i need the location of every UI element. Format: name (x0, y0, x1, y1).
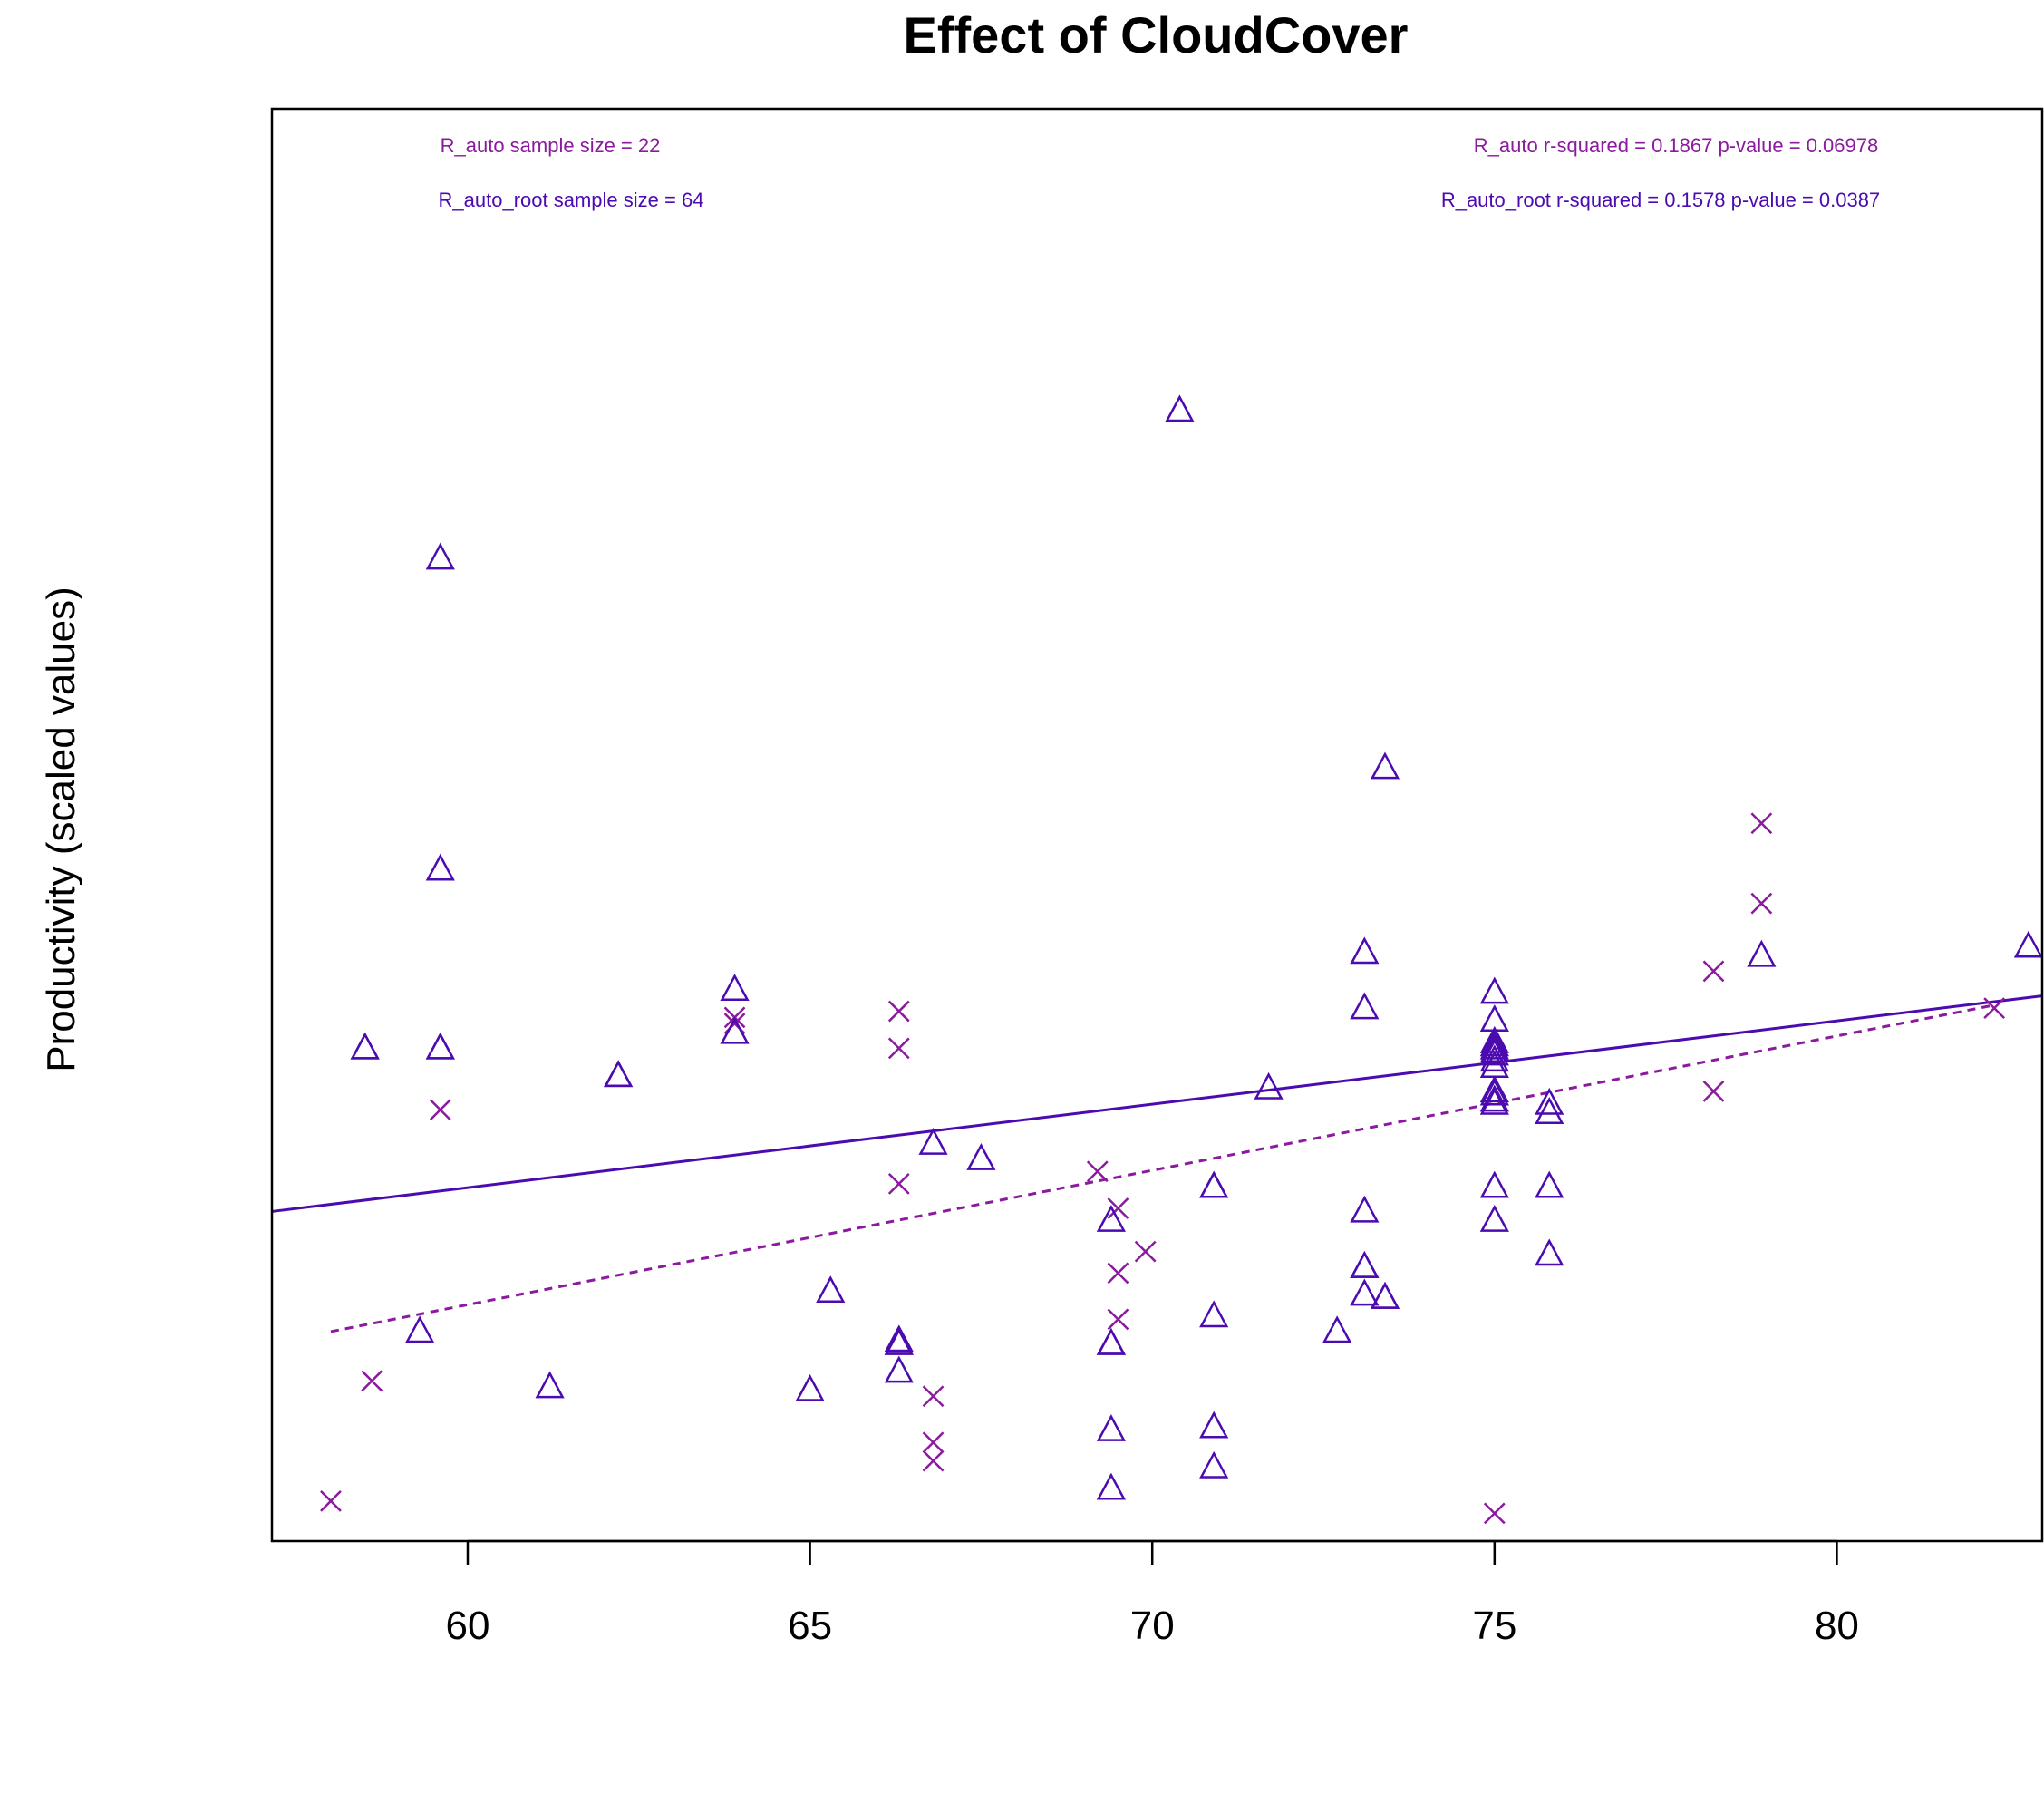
point-r-auto-root (1350, 1278, 1380, 1306)
point-r-auto-root (1350, 1195, 1380, 1223)
point-r-auto (1107, 1262, 1129, 1285)
data-points (320, 394, 2043, 1525)
point-r-auto-root (1479, 1032, 1509, 1060)
point-r-auto-root (1199, 1450, 1229, 1479)
x-tick-label: 80 (1815, 1604, 1859, 1648)
fit-line-r-auto-root (271, 994, 2043, 1213)
point-r-auto (1107, 1197, 1129, 1219)
point-r-auto-root (425, 542, 455, 570)
x-tick-label: 65 (788, 1604, 832, 1648)
point-r-auto (1750, 812, 1773, 835)
point-r-auto-root (425, 1032, 455, 1060)
point-r-auto (887, 1172, 910, 1195)
point-r-auto (1107, 1308, 1129, 1331)
plot-frame (270, 107, 2044, 1543)
x-tick-label: 70 (1130, 1604, 1175, 1648)
point-r-auto-root (1096, 1204, 1126, 1232)
point-r-auto-root (1479, 1084, 1509, 1112)
point-r-auto-root (1479, 1035, 1509, 1062)
point-r-auto-root (1479, 1029, 1509, 1057)
point-r-auto-root (1535, 1097, 1564, 1124)
point-r-auto-root (1350, 1250, 1380, 1278)
point-r-auto-root (1479, 1170, 1509, 1198)
point-r-auto (1702, 960, 1725, 983)
point-r-auto-root (1199, 1300, 1229, 1328)
point-r-auto-root (1535, 1087, 1564, 1115)
point-r-auto-root (1096, 1472, 1126, 1500)
point-r-auto-root (1479, 1044, 1509, 1072)
point-r-auto-root (604, 1060, 634, 1088)
annotation-r-auto-stats: R_auto r-squared = 0.1867 p-value = 0.06… (1474, 134, 1878, 157)
point-r-auto-root (1479, 1075, 1509, 1103)
point-r-auto-root (1350, 936, 1380, 965)
point-r-auto-root (1535, 1238, 1564, 1266)
point-r-auto-root (1479, 1204, 1509, 1232)
annotation-r-auto-sample-size: R_auto sample size = 22 (441, 134, 661, 157)
point-r-auto-root (1350, 992, 1380, 1020)
point-r-auto-root (2013, 930, 2043, 958)
y-axis-label: Productivity (scaled values) (39, 587, 83, 1072)
point-r-auto-root (1199, 1411, 1229, 1439)
point-r-auto-root (918, 1128, 948, 1155)
x-tick-label: 75 (1472, 1604, 1516, 1648)
annotation-r-auto-root-stats: R_auto_root r-squared = 0.1578 p-value =… (1441, 189, 1880, 211)
fit-lines (271, 994, 2043, 1333)
point-r-auto (1483, 1502, 1506, 1525)
point-r-auto-root (720, 974, 750, 1002)
point-r-auto-root (1747, 939, 1777, 967)
point-r-auto-root (1370, 1281, 1400, 1309)
point-r-auto-root (405, 1315, 435, 1343)
point-r-auto-root (1370, 751, 1400, 780)
point-r-auto (1750, 892, 1773, 915)
point-r-auto-root (425, 853, 455, 881)
point-r-auto-root (350, 1032, 380, 1060)
point-r-auto-root (1096, 1414, 1126, 1441)
point-r-auto (922, 1449, 945, 1472)
point-r-auto (922, 1385, 945, 1408)
point-r-auto (429, 1099, 451, 1121)
point-r-auto-root (1254, 1071, 1284, 1100)
point-r-auto (320, 1489, 342, 1512)
point-r-auto-root (884, 1327, 914, 1355)
point-r-auto (887, 1037, 910, 1060)
annotation-r-auto-root-sample-size: R_auto_root sample size = 64 (439, 189, 704, 211)
point-r-auto (361, 1370, 383, 1392)
point-r-auto-root (884, 1324, 914, 1352)
point-r-auto-root (720, 1016, 750, 1044)
point-r-auto-root (1479, 1038, 1509, 1066)
point-r-auto-root (1096, 1327, 1126, 1355)
point-r-auto-root (884, 1355, 914, 1383)
point-r-auto (1134, 1240, 1157, 1263)
point-r-auto-root (1199, 1170, 1229, 1198)
point-r-auto-root (1535, 1170, 1564, 1198)
point-r-auto (1983, 997, 2006, 1020)
chart-title: Effect of CloudCover (904, 6, 1409, 63)
point-r-auto-root (816, 1275, 846, 1304)
fit-line-r-auto (330, 1003, 1995, 1333)
x-tick-label: 60 (446, 1604, 490, 1648)
point-r-auto-root (966, 1143, 996, 1170)
point-r-auto-root (1165, 394, 1195, 422)
point-r-auto (887, 1000, 910, 1023)
point-r-auto-root (1479, 1078, 1509, 1106)
point-r-auto-root (1479, 976, 1509, 1004)
point-r-auto-root (1322, 1315, 1352, 1343)
point-r-auto-root (795, 1373, 825, 1401)
point-r-auto (922, 1431, 945, 1454)
point-r-auto-root (535, 1371, 565, 1399)
point-r-auto (1086, 1160, 1109, 1183)
point-r-auto (1702, 1081, 1725, 1102)
